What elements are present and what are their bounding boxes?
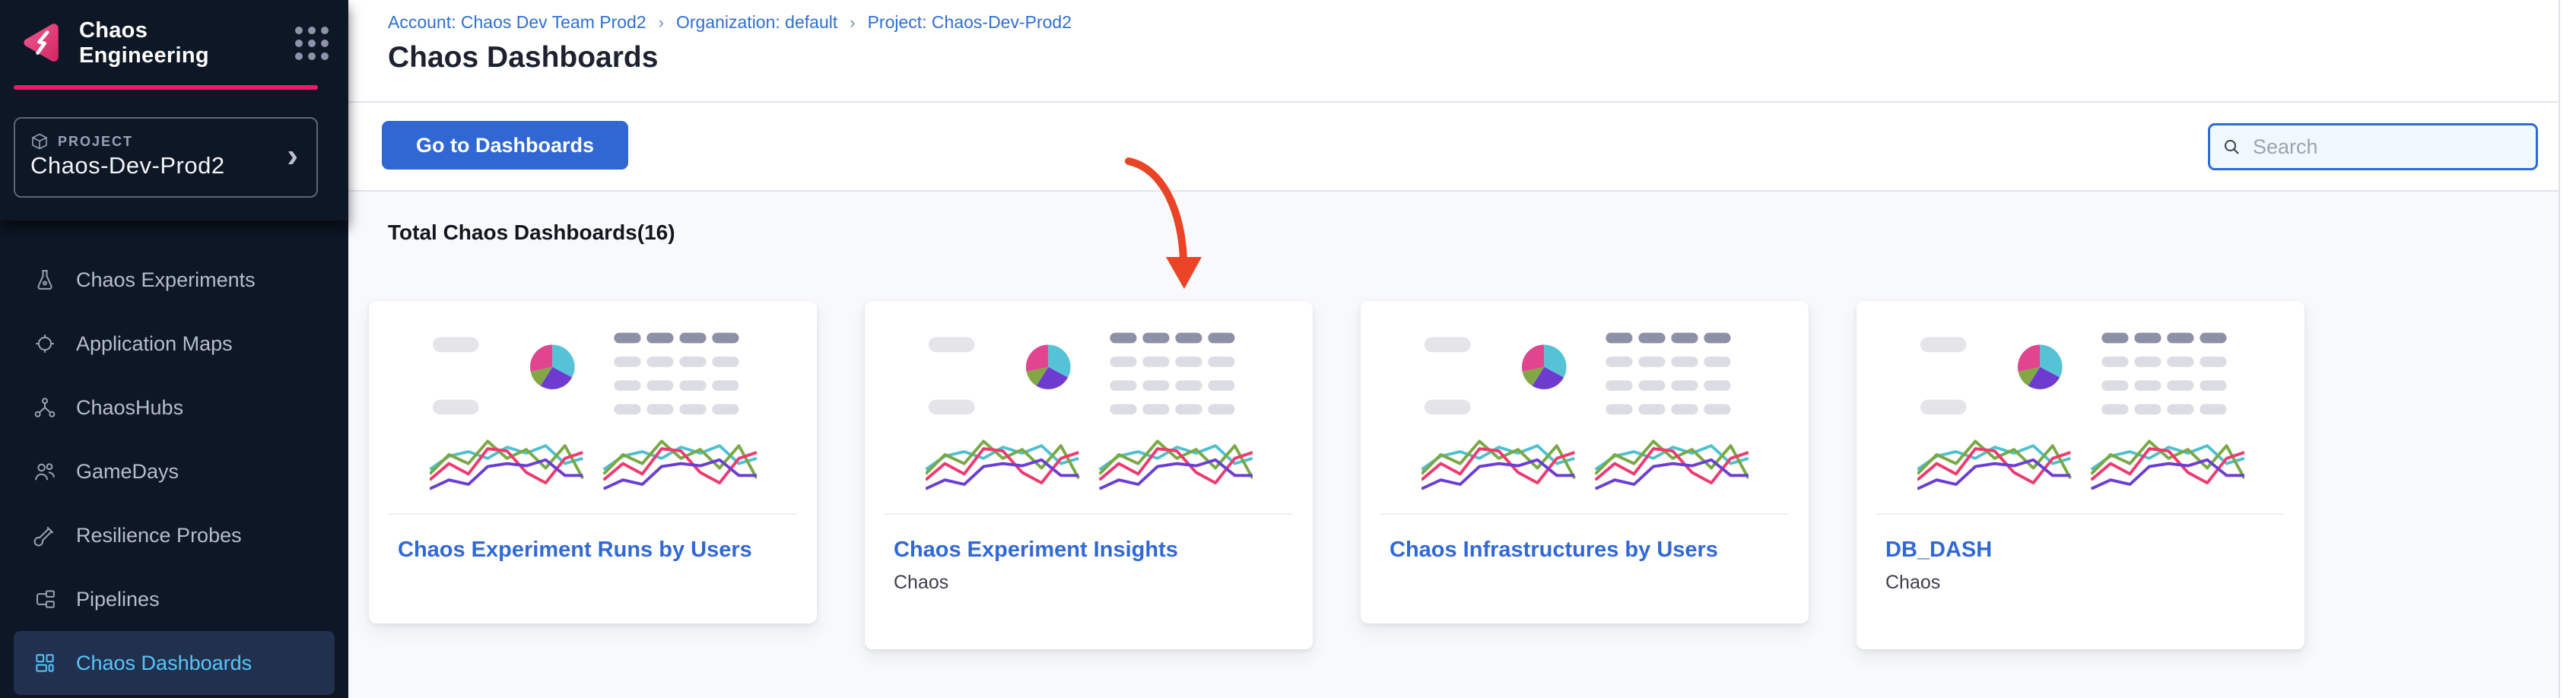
- dashboard-card-title-link[interactable]: Chaos Experiment Insights: [894, 537, 1178, 562]
- sidebar-item-chaos-dashboards[interactable]: Chaos Dashboards: [14, 631, 335, 695]
- dashboard-card-db-dash[interactable]: DB_DASH Chaos: [1857, 301, 2304, 649]
- search-box[interactable]: [2208, 123, 2538, 170]
- dashboard-card-subtitle: Chaos: [894, 571, 949, 593]
- test-tube-icon: [33, 526, 54, 547]
- sidebar-item-label: ChaosHubs: [76, 395, 184, 419]
- chaos-engineering-logo-icon: [24, 24, 59, 62]
- breadcrumb-project-link[interactable]: Project: Chaos-Dev-Prod2: [867, 12, 1072, 32]
- card-divider: [1876, 512, 2285, 515]
- project-selector-label: PROJECT: [58, 133, 134, 149]
- sidebar: Get Started Chaos Engineering PROJECT Ch…: [0, 0, 348, 698]
- cube-icon: [32, 133, 47, 150]
- main-content: Account: Chaos Dev Team Prod2 › Organiza…: [348, 0, 2576, 698]
- people-icon: [35, 463, 55, 481]
- sidebar-item-application-maps[interactable]: Application Maps: [0, 312, 348, 376]
- card-divider: [1380, 512, 1789, 515]
- header-divider: [348, 101, 2576, 103]
- dashboard-card-title-link[interactable]: Chaos Experiment Runs by Users: [398, 537, 752, 562]
- pipeline-icon: [37, 590, 55, 608]
- sidebar-item-pipelines[interactable]: Pipelines: [0, 567, 348, 631]
- hub-network-icon: [34, 398, 56, 417]
- total-dashboards-label: Total Chaos Dashboards(16): [388, 221, 675, 244]
- project-selector-value: Chaos-Dev-Prod2: [30, 152, 225, 179]
- breadcrumb-organization-link[interactable]: Organization: default: [675, 12, 838, 32]
- sidebar-item-gamedays[interactable]: GameDays: [0, 439, 348, 503]
- breadcrumb: Account: Chaos Dev Team Prod2 › Organiza…: [388, 12, 1072, 33]
- dashboard-grid-icon: [36, 654, 54, 672]
- dashboard-thumbnail-illustration: [429, 331, 757, 490]
- project-selector[interactable]: PROJECT Chaos-Dev-Prod2 ›: [14, 117, 318, 198]
- page-header: Account: Chaos Dev Team Prod2 › Organiza…: [348, 0, 2576, 192]
- dashboards-card-grid: Chaos Experiment Runs by Users Chaos Exp…: [369, 301, 2576, 649]
- dashboard-card-title-link[interactable]: DB_DASH: [1885, 537, 1993, 562]
- dashboard-thumbnail-illustration: [1421, 331, 1749, 490]
- target-icon: [36, 335, 54, 353]
- dashboard-thumbnail-illustration: [925, 331, 1253, 490]
- brand-accent-underline: [14, 85, 318, 90]
- dashboard-card-chaos-infrastructures-by-users[interactable]: Chaos Infrastructures by Users: [1361, 301, 1809, 623]
- dashboard-thumbnail-illustration: [1917, 331, 2244, 490]
- search-icon: [2225, 140, 2239, 154]
- search-input[interactable]: [2251, 134, 2524, 160]
- chevron-right-icon[interactable]: ›: [287, 137, 298, 174]
- flask-icon: [37, 270, 52, 290]
- sidebar-item-chaos-experiments[interactable]: Chaos Experiments: [0, 248, 348, 312]
- vertical-scrollbar[interactable]: [2559, 0, 2576, 698]
- dashboard-card-title-link[interactable]: Chaos Infrastructures by Users: [1390, 537, 1718, 562]
- page-title: Chaos Dashboards: [388, 41, 659, 74]
- sidebar-item-label: Chaos Dashboards: [76, 651, 253, 674]
- card-divider: [885, 512, 1293, 515]
- app-title: Chaos Engineering: [79, 18, 209, 68]
- breadcrumb-account-link[interactable]: Account: Chaos Dev Team Prod2: [388, 12, 646, 32]
- breadcrumb-separator: ›: [658, 12, 664, 32]
- go-to-dashboards-button[interactable]: Go to Dashboards: [382, 121, 628, 170]
- sidebar-item-chaoshubs[interactable]: ChaosHubs: [0, 376, 348, 439]
- dashboard-card-chaos-experiment-runs-by-users[interactable]: Chaos Experiment Runs by Users: [369, 301, 817, 623]
- sidebar-item-label: GameDays: [76, 459, 179, 483]
- page-body: Total Chaos Dashboards(16) Chaos Experim…: [348, 193, 2576, 698]
- card-divider: [389, 512, 797, 515]
- sidebar-item-label: Resilience Probes: [76, 523, 242, 547]
- sidebar-item-label: Pipelines: [76, 587, 160, 611]
- sidebar-item-label: Application Maps: [76, 332, 233, 355]
- dashboard-card-subtitle: Chaos: [1885, 571, 1941, 593]
- sidebar-nav: Chaos Experiments Application Maps Chaos…: [0, 248, 348, 695]
- dashboard-card-chaos-experiment-insights[interactable]: Chaos Experiment Insights Chaos: [865, 301, 1313, 649]
- breadcrumb-separator: ›: [850, 12, 856, 32]
- sidebar-item-label: Chaos Experiments: [76, 268, 256, 291]
- sidebar-header: Chaos Engineering PROJECT Chaos-Dev-Prod…: [0, 0, 348, 221]
- module-switcher-grid-icon[interactable]: [295, 27, 329, 60]
- sidebar-item-resilience-probes[interactable]: Resilience Probes: [0, 503, 348, 567]
